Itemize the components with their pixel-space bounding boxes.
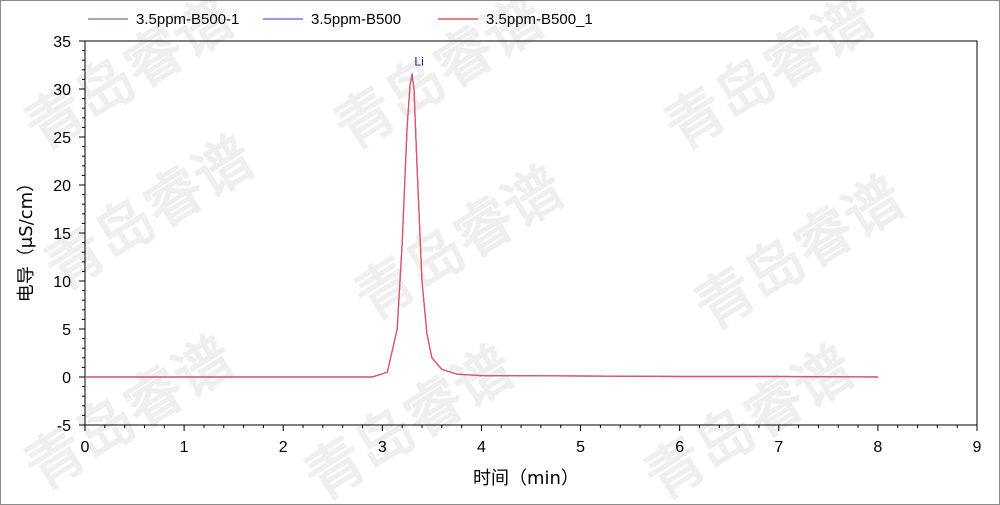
y-tick-label: 0 [62,370,71,387]
y-axis-title: 电导（μS/cm） [16,174,37,302]
x-tick-label: 1 [180,439,189,456]
x-tick-label: 5 [576,439,585,456]
x-tick-label: 4 [477,439,486,456]
y-tick-label: 35 [53,34,71,51]
y-tick-label: 20 [53,178,71,195]
x-tick-label: 6 [675,439,684,456]
x-axis: 0 1 2 3 4 5 6 7 8 9 [81,425,982,456]
watermark-text: 青岛睿谱 [683,163,916,344]
legend-label: 3.5ppm-B500-1 [136,11,239,28]
series-line-3 [85,74,878,378]
x-tick-label: 9 [973,439,982,456]
x-tick-label: 2 [279,439,288,456]
watermark-text: 青岛睿谱 [13,323,246,504]
y-tick-label: 25 [53,130,71,147]
y-axis: -5 0 5 10 15 20 25 30 35 [53,34,85,435]
x-tick-label: 7 [774,439,783,456]
watermark-text: 青岛睿谱 [653,0,886,163]
x-tick-label: 3 [378,439,387,456]
x-axis-title: 时间（min） [473,468,579,489]
annotation-layer: Li [414,55,423,69]
y-tick-label: 10 [53,274,71,291]
legend-label: 3.5ppm-B500_1 [486,11,593,28]
peak-label: Li [414,55,423,69]
watermark-text: 青岛睿谱 [633,333,866,505]
x-tick-label: 0 [81,439,90,456]
legend: 3.5ppm-B500-1 3.5ppm-B500 3.5ppm-B500_1 [88,11,593,28]
y-tick-label: 15 [53,226,71,243]
x-tick-label: 8 [873,439,882,456]
y-tick-label: 5 [62,322,71,339]
series-layer [85,72,878,378]
y-tick-label: 30 [53,82,71,99]
watermark-text: 青岛睿谱 [343,153,576,334]
legend-label: 3.5ppm-B500 [311,11,401,28]
y-tick-label: -5 [57,418,71,435]
